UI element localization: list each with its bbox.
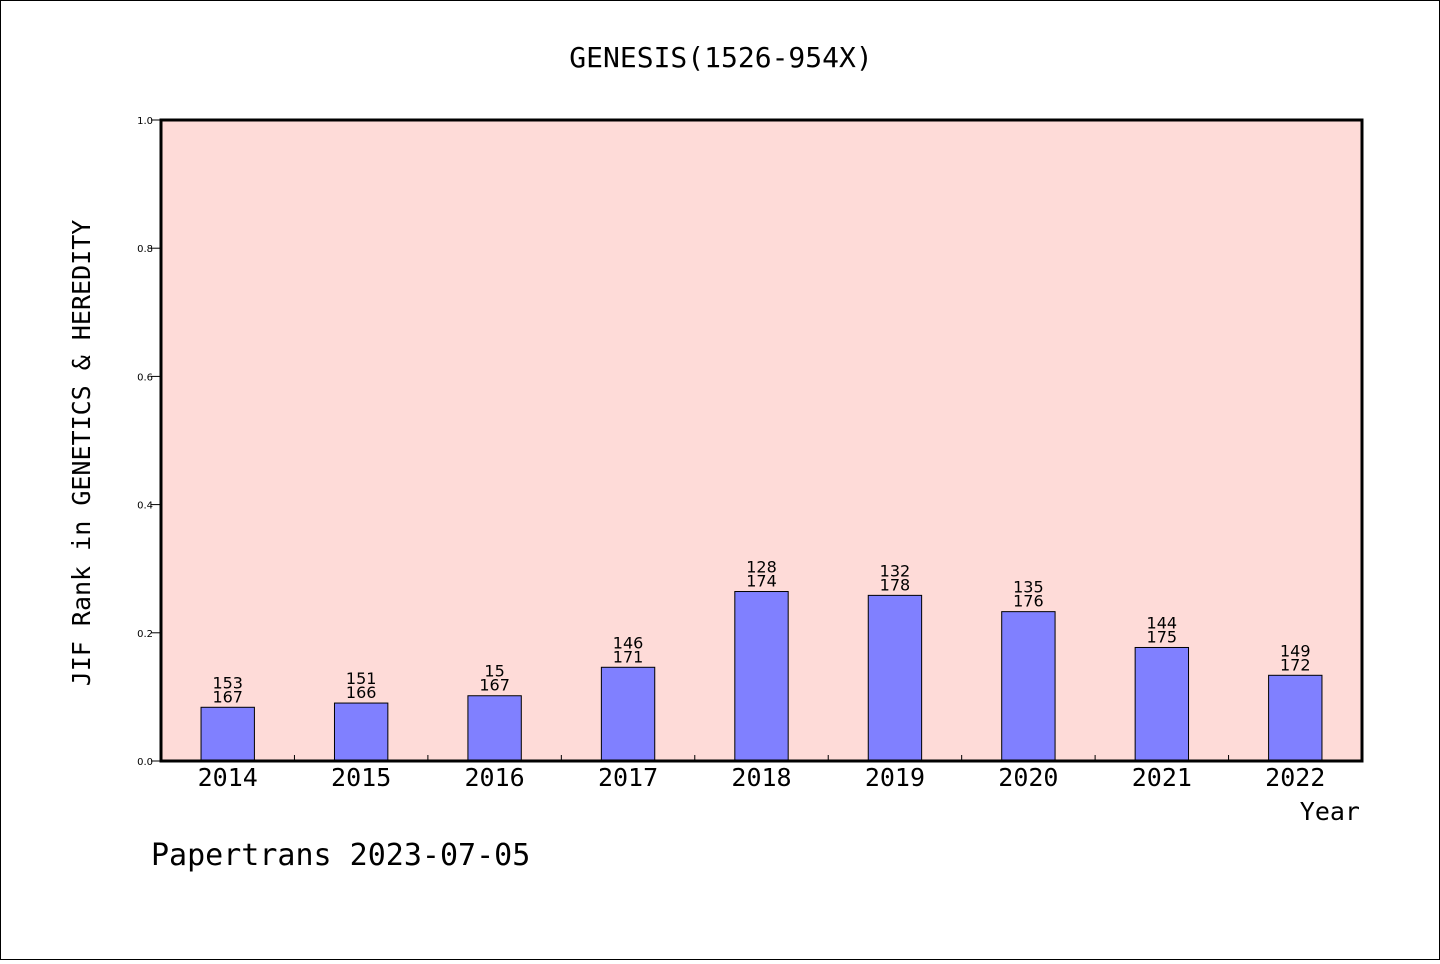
- x-tick-label: 2014: [198, 763, 258, 792]
- x-tick-label: 2016: [465, 763, 525, 792]
- x-axis-label: Year: [1300, 797, 1360, 826]
- x-tick-label: 2019: [865, 763, 925, 792]
- total-label: 167: [212, 687, 243, 706]
- bars: [200, 591, 1323, 762]
- bar-2019: [867, 594, 923, 762]
- x-tick-label: 2020: [998, 763, 1058, 792]
- bar-2016: [467, 695, 522, 762]
- total-label: 171: [613, 647, 644, 666]
- x-tick-label: 2022: [1265, 763, 1325, 792]
- rank-label: 135: [1013, 578, 1044, 597]
- plot-border: [159, 118, 1364, 763]
- x-tick-label: 2021: [1132, 763, 1192, 792]
- rank-label: 153: [212, 673, 243, 692]
- total-label: 176: [1013, 592, 1044, 611]
- bar-2021: [1134, 646, 1190, 762]
- rank-label: 15: [484, 662, 504, 681]
- total-label: 178: [880, 575, 911, 594]
- rank-label: 144: [1147, 613, 1178, 632]
- x-tick-label: 2018: [731, 763, 791, 792]
- bar-2015: [333, 702, 389, 762]
- y-tick-label: 0.8: [137, 244, 153, 255]
- rank-label: 151: [346, 669, 377, 688]
- chart-title: GENESIS(1526-954X): [569, 41, 872, 74]
- rank-label: 128: [746, 558, 777, 577]
- y-axis-label: JIF Rank in GENETICS & HEREDITY: [67, 220, 96, 687]
- bar-2020: [1001, 611, 1056, 762]
- total-label: 175: [1147, 627, 1178, 646]
- total-label: 166: [346, 683, 377, 702]
- rank-label: 132: [880, 561, 911, 580]
- total-label: 174: [746, 572, 777, 591]
- y-tick-label: 0.4: [137, 501, 153, 512]
- y-axis-ticks: 0.0 0.2 0.4 0.6 0.8 1.0: [137, 116, 161, 768]
- bar-2014: [200, 706, 255, 762]
- rank-label: 149: [1280, 641, 1311, 660]
- y-tick-label: 0.6: [137, 372, 153, 383]
- bar-2017: [600, 666, 656, 762]
- bar-2018: [734, 591, 789, 762]
- total-label: 172: [1280, 655, 1311, 674]
- x-tick-label: 2015: [331, 763, 391, 792]
- x-tick-label: 2017: [598, 763, 658, 792]
- total-label: 167: [479, 676, 510, 695]
- x-axis-ticks: 2014 2015 2016 2017 2018 2019 2020 2021 2022: [198, 755, 1325, 792]
- footer-text: Papertrans 2023-07-05: [151, 838, 530, 873]
- y-tick-label: 1.0: [137, 116, 153, 127]
- rank-label: 146: [613, 633, 644, 652]
- bar-2022: [1268, 674, 1323, 762]
- y-tick-label: 0.2: [137, 629, 153, 640]
- y-tick-label: 0.0: [137, 757, 153, 768]
